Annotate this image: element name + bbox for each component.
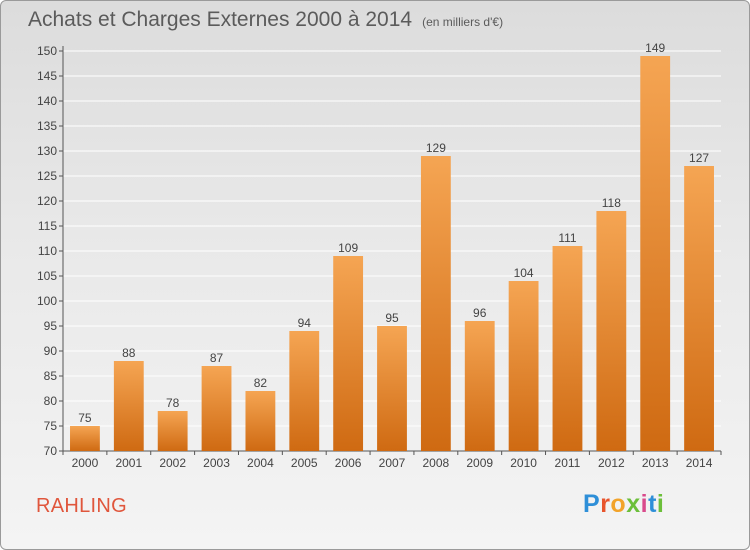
logo-letter: x bbox=[626, 490, 641, 518]
data-labels: 75 88 78 87 82 94 109 95 129 96 104 111 118 149 127 bbox=[78, 41, 709, 425]
x-tick-label-2009: 2009 bbox=[466, 456, 493, 470]
data-label-2010: 104 bbox=[514, 266, 534, 280]
chart-title: Achats et Charges Externes 2000 à 2014 bbox=[28, 8, 413, 31]
x-tick-label-2001: 2001 bbox=[115, 456, 142, 470]
bar-2000 bbox=[70, 426, 100, 451]
data-label-2004: 82 bbox=[254, 376, 268, 390]
y-tick-label: 75 bbox=[44, 419, 58, 433]
data-label-2007: 95 bbox=[385, 311, 399, 325]
x-tick-label-2002: 2002 bbox=[159, 456, 186, 470]
x-tick-label-2012: 2012 bbox=[598, 456, 625, 470]
bar-2007 bbox=[377, 326, 407, 451]
data-label-2002: 78 bbox=[166, 396, 180, 410]
y-tick-label: 100 bbox=[37, 294, 57, 308]
y-tick-label: 145 bbox=[37, 69, 57, 83]
logo-letter: t bbox=[648, 490, 657, 518]
y-tick-label: 110 bbox=[38, 244, 57, 258]
logo-letter: r bbox=[600, 490, 611, 518]
bars bbox=[70, 56, 714, 451]
data-label-2014: 127 bbox=[689, 151, 709, 165]
logo-letter: P bbox=[583, 490, 601, 518]
bar-2014 bbox=[684, 166, 714, 451]
x-tick-label-2013: 2013 bbox=[642, 456, 669, 470]
y-axis-ticks: 70 75 80 85 90 95 100 105 110 115 120 125 130 135 140 1… bbox=[37, 44, 63, 458]
bar-2013 bbox=[640, 56, 671, 451]
bar-2004 bbox=[245, 391, 276, 451]
y-tick-label: 70 bbox=[44, 444, 58, 458]
data-label-2013: 149 bbox=[645, 41, 665, 55]
logo-letter: o bbox=[610, 490, 627, 518]
logo-letter: i bbox=[640, 490, 649, 518]
data-label-2000: 75 bbox=[78, 411, 92, 425]
data-label-2003: 87 bbox=[210, 351, 224, 365]
bar-2005 bbox=[289, 331, 320, 451]
chart-header: Achats et Charges Externes 2000 à 2014 (e… bbox=[28, 8, 503, 32]
y-tick-label: 105 bbox=[37, 269, 57, 283]
bar-2010 bbox=[508, 281, 539, 451]
y-tick-label: 80 bbox=[44, 394, 58, 408]
y-tick-label: 140 bbox=[37, 94, 57, 108]
x-tick-label-2014: 2014 bbox=[686, 456, 713, 470]
logo-letter: i bbox=[656, 490, 665, 518]
data-label-2001: 88 bbox=[122, 346, 136, 360]
y-tick-label: 120 bbox=[37, 194, 57, 208]
x-tick-label-2006: 2006 bbox=[335, 456, 362, 470]
y-tick-label: 125 bbox=[37, 169, 57, 183]
chart-unit: (en milliers d'€) bbox=[422, 15, 504, 29]
x-tick-label-2003: 2003 bbox=[203, 456, 230, 470]
data-label-2009: 96 bbox=[473, 306, 487, 320]
bar-2011 bbox=[552, 246, 583, 451]
x-tick-label-2008: 2008 bbox=[423, 456, 450, 470]
x-tick-label-2005: 2005 bbox=[291, 456, 318, 470]
y-tick-label: 85 bbox=[44, 369, 58, 383]
x-tick-label-2011: 2011 bbox=[555, 456, 581, 470]
y-tick-label: 135 bbox=[37, 119, 57, 133]
bar-2006 bbox=[333, 256, 364, 451]
x-tick-label-2007: 2007 bbox=[379, 456, 406, 470]
y-tick-label: 115 bbox=[38, 219, 57, 233]
bar-2003 bbox=[201, 366, 232, 451]
data-label-2011: 111 bbox=[558, 231, 577, 245]
y-tick-label: 150 bbox=[37, 44, 57, 58]
x-tick-label-2004: 2004 bbox=[247, 456, 274, 470]
bar-2001 bbox=[113, 361, 144, 451]
proxiti-logo[interactable]: Proxiti bbox=[583, 490, 664, 519]
data-label-2008: 129 bbox=[426, 141, 446, 155]
data-label-2006: 109 bbox=[338, 241, 358, 255]
data-label-2012: 118 bbox=[602, 196, 621, 210]
y-tick-label: 90 bbox=[44, 344, 58, 358]
bar-2002 bbox=[157, 411, 188, 451]
bar-2012 bbox=[596, 211, 627, 451]
x-axis-ticks: 2000 2001 2002 2003 2004 2005 2006 2007 2008 2009… bbox=[62, 451, 722, 470]
bar-2009 bbox=[464, 321, 495, 451]
y-tick-label: 95 bbox=[44, 319, 58, 333]
data-label-2005: 94 bbox=[298, 316, 312, 330]
bar-2008 bbox=[420, 156, 451, 451]
x-tick-label-2000: 2000 bbox=[72, 456, 99, 470]
x-tick-label-2010: 2010 bbox=[510, 456, 537, 470]
commune-name: RAHLING bbox=[36, 495, 128, 517]
y-tick-label: 130 bbox=[37, 144, 57, 158]
